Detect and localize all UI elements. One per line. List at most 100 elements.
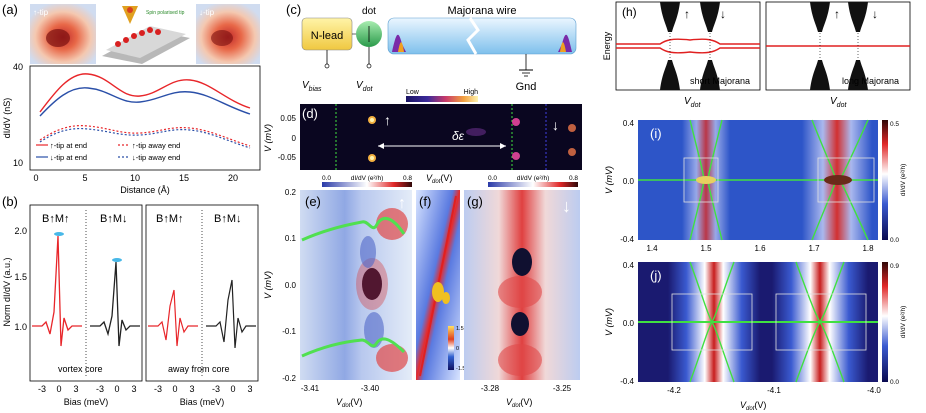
i-ylabel: V (mV) (604, 166, 614, 194)
b-right-caption: away from core (168, 364, 230, 374)
d-cbar-low: Low (406, 89, 420, 96)
i-cbar-tick: 0.5 (890, 121, 899, 128)
b-marker (112, 258, 122, 262)
i-cbar-tick: 0.0 (890, 237, 899, 244)
h-arrow-down: ↓ (872, 7, 878, 21)
a-xtick: 10 (130, 173, 140, 183)
g-xtick: -3.25 (553, 384, 572, 393)
j-ylabel: V (mV) (604, 308, 614, 336)
i-colorbar (882, 120, 888, 240)
e-ytick: 0.2 (285, 188, 297, 197)
panel-e: 0.0 dI/dV (e²/h) 0.8 (e) ↑ 0.2 0.1 0.0 -… (263, 175, 412, 409)
f-cbar-tick: 0 (456, 346, 459, 352)
g-arrow: ↓ (562, 196, 571, 216)
j-yticks: 0.4 0.0 -0.4 (620, 261, 634, 386)
dot-label: dot (362, 6, 376, 17)
i-ytick: 0.4 (623, 119, 635, 128)
e-ytick: -0.1 (282, 327, 296, 336)
a-ytick-10: 10 (13, 158, 23, 168)
b-ytick: 1.0 (14, 322, 27, 332)
h-xlabel: Vdot (830, 96, 847, 109)
a-curve-down-at-end (39, 87, 251, 117)
panel-a-axes (29, 65, 261, 171)
panel-j: (j) 0.4 0.0 -0.4 V (mV) -4.2 -4.1 -4.0 V… (604, 261, 907, 412)
n-lead-text: N-lead (311, 30, 343, 42)
b-xtick: 0 (114, 384, 119, 394)
b-spectrum-left-black (90, 261, 140, 347)
j-xtick: -4.0 (867, 386, 881, 395)
panel-a: (a) ↑-tip Spin polarised tip ↓-tip 40 10 (2, 2, 261, 195)
inset-model-caption: Spin polarised tip (146, 10, 185, 16)
d-delta: δε (452, 129, 465, 143)
a-xtick: 0 (33, 173, 38, 183)
i-xtick: 1.8 (862, 244, 874, 253)
j-xlabel: Vdot(V) (740, 400, 766, 412)
panel-g: 0.0 dI/dV (e²/h) 0.8 (g) ↓ -3.28 -3.25 V… (464, 175, 580, 409)
b-ytick: 2.0 (14, 226, 27, 236)
i-cbar-title: dI/dV (e²/h) (900, 164, 907, 197)
b-tag: B↑M↑ (156, 213, 184, 225)
panel-i: (i) 0.4 0.0 -0.4 V (mV) 1.4 1.5 1.6 1.7 … (604, 119, 907, 253)
b-xtick: 0 (230, 384, 235, 394)
g-cbar-max: 0.8 (569, 175, 578, 182)
b-xtick: 3 (131, 384, 136, 394)
a-xtick: 5 (82, 173, 87, 183)
vbias-label: Vbias (302, 80, 322, 93)
e-yticks: 0.2 0.1 0.0 -0.1 -0.2 (282, 188, 296, 383)
b-xtick: -3 (96, 384, 104, 394)
panel-i-label: (i) (650, 126, 662, 141)
h-left-caption: short Majorana (690, 76, 750, 86)
h-ylabel: Energy (602, 31, 612, 60)
b-xlabel: Bias (meV) (180, 397, 225, 407)
b-marker (54, 232, 64, 236)
g-xtick: -3.28 (481, 384, 500, 393)
a-legend-item: ↑-tip away end (132, 141, 180, 150)
b-tag: B↑M↓ (100, 213, 128, 225)
b-xtick: -3 (38, 384, 46, 394)
h-arrow-up: ↑ (834, 7, 840, 21)
d-ylabel: V (mV) (263, 124, 273, 152)
a-legend-item: ↓-tip away end (132, 153, 180, 162)
f-colorbar (448, 326, 454, 370)
e-ytick: -0.2 (282, 374, 296, 383)
panel-a-inset-down: ↓-tip (196, 4, 260, 64)
h-xlabel: Vdot (684, 96, 701, 109)
d-arrow-down: ↓ (552, 117, 559, 133)
d-map (300, 104, 582, 170)
a-ytick-40: 40 (13, 62, 23, 72)
j-xtick: -4.2 (667, 386, 681, 395)
j-ytick: 0.4 (623, 261, 635, 270)
e-xtick: -3.41 (301, 384, 320, 393)
e-xlabel: Vdot(V) (336, 397, 362, 409)
e-ylabel: V (mV) (263, 271, 273, 299)
panel-f: 1.5 0 -1.5 (f) (416, 190, 465, 380)
a-ylabel: dI/dV (nS) (2, 98, 12, 139)
a-legend-item: ↑-tip at end (50, 141, 87, 150)
inset-down-label: ↓-tip (199, 8, 215, 17)
panel-b-label: (b) (2, 194, 18, 209)
panel-h: Energy (h) ↑ ↓ ↑ ↓ short Majorana long M… (602, 1, 911, 109)
b-xticks: -3 0 3 -3 0 3 -3 0 3 -3 0 3 (38, 384, 253, 394)
a-legend: ↑-tip at end ↓-tip at end ↑-tip away end… (36, 141, 180, 162)
i-ytick: 0.0 (623, 177, 635, 186)
j-cbar-title: dI/dV (e²/h) (900, 306, 907, 339)
a-xtick: 15 (179, 173, 189, 183)
b-xtick: 3 (73, 384, 78, 394)
g-xlabel: Vdot(V) (506, 397, 532, 409)
panel-a-inset-up: ↑-tip (30, 4, 96, 64)
b-ylabel: Norm dI/dV (a.u.) (2, 257, 12, 326)
panel-c: (c) N-lead Vbias dot Vdot Majorana wire … (286, 2, 577, 93)
g-cbar-title: dI/dV (e²/h) (517, 175, 550, 182)
d-arrow-up: ↑ (384, 112, 391, 128)
a-xticks: 0 5 10 15 20 (33, 173, 238, 183)
panel-d-label: (d) (302, 106, 318, 121)
panel-a-label: (a) (2, 2, 18, 17)
j-colorbar (882, 262, 888, 382)
j-ytick: 0.0 (623, 319, 635, 328)
b-spectrum-right-red (148, 289, 198, 347)
panel-a-inset-model: Spin polarised tip (100, 4, 192, 64)
b-left-axes (29, 204, 143, 382)
b-spectrum-left-red (32, 235, 82, 347)
b-tag: B↑M↓ (214, 213, 242, 225)
